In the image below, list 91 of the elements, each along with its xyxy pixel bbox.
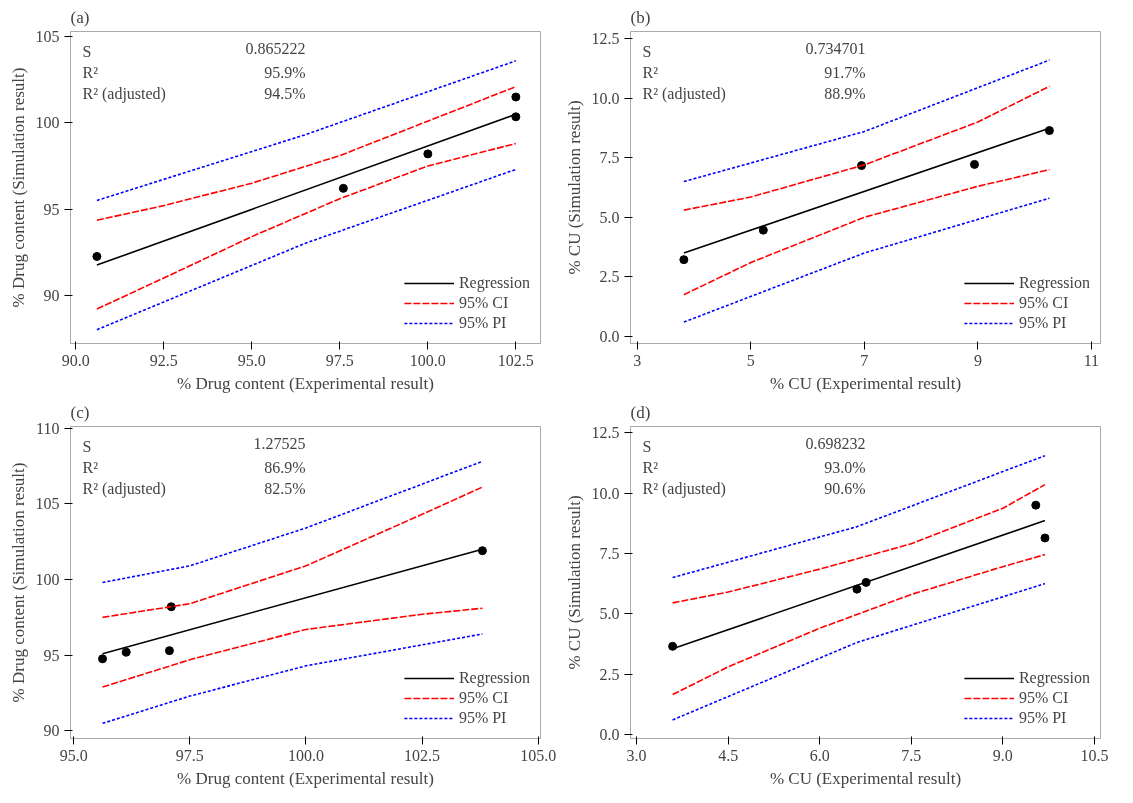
x-axis-title: % Drug content (Experimental result) — [177, 768, 434, 788]
legend-label: Regression — [1018, 669, 1090, 687]
x-tick-label: 100.0 — [287, 746, 324, 764]
annotation: R² (adjusted) — [82, 84, 166, 103]
y-tick-label: 7.5 — [599, 149, 620, 167]
annotation: 0.734701 — [805, 39, 866, 57]
y-tick-label: 90 — [43, 722, 60, 740]
x-axis-title: % CU (Experimental result) — [769, 768, 962, 788]
annotation: S — [642, 437, 652, 455]
x-tick-label: 7.5 — [901, 746, 922, 764]
legend-label: 95% CI — [458, 689, 509, 707]
legend-label: 95% CI — [458, 294, 509, 312]
x-tick-label: 95.0 — [237, 351, 266, 369]
annotation: 93.0% — [824, 458, 866, 476]
x-tick-label: 92.5 — [149, 351, 178, 369]
x-tick-label: 7 — [860, 351, 869, 369]
y-tick-label: 10.0 — [591, 484, 620, 502]
legend-label: Regression — [458, 274, 530, 292]
legend-label: 95% CI — [1018, 689, 1069, 707]
legend-label: Regression — [1018, 274, 1090, 292]
y-tick-label: 90 — [43, 286, 60, 304]
annotation: 88.9% — [824, 84, 866, 102]
legend-label: 95% PI — [458, 709, 507, 727]
legend-label: 95% CI — [1018, 294, 1069, 312]
chart-title: (d) — [630, 402, 651, 422]
annotation: 90.6% — [824, 479, 866, 497]
x-tick-label: 4.5 — [718, 746, 739, 764]
y-tick-label: 100 — [35, 570, 60, 588]
annotation: 1.27525 — [253, 434, 306, 452]
annotation: 82.5% — [264, 479, 306, 497]
annotation: S — [82, 437, 92, 455]
x-axis-title: % CU (Experimental result) — [769, 373, 962, 393]
x-tick-label: 97.5 — [325, 351, 354, 369]
x-tick-label: 5 — [746, 351, 755, 369]
chart-title: (b) — [630, 7, 651, 27]
x-tick-label: 102.5 — [497, 351, 534, 369]
annotation: 0.698232 — [805, 434, 866, 452]
y-tick-label: 0.0 — [599, 725, 620, 743]
y-tick-label: 5.0 — [599, 208, 620, 226]
annotation: S — [642, 42, 652, 60]
legend-label: 95% PI — [458, 314, 507, 332]
annotation: R² (adjusted) — [82, 479, 166, 498]
y-axis-title: % Drug content (Simulation result) — [8, 462, 28, 703]
x-tick-label: 11 — [1083, 351, 1100, 369]
y-tick-label: 12.5 — [591, 424, 620, 442]
annotation: 91.7% — [824, 63, 866, 81]
x-tick-label: 105.0 — [520, 746, 557, 764]
y-tick-label: 5.0 — [599, 605, 620, 623]
y-axis-title: % Drug content (Simulation result) — [8, 67, 28, 308]
y-tick-label: 12.5 — [591, 30, 620, 48]
legend-label: Regression — [458, 669, 530, 687]
annotation: 94.5% — [264, 84, 306, 102]
y-tick-label: 10.0 — [591, 89, 620, 107]
y-tick-label: 95 — [43, 200, 60, 218]
x-tick-label: 10.5 — [1080, 746, 1109, 764]
annotation: R² — [82, 63, 99, 81]
x-axis-title: % Drug content (Experimental result) — [177, 373, 434, 393]
annotation: R² — [642, 63, 659, 81]
chart-title: (a) — [70, 7, 90, 27]
x-tick-label: 102.5 — [404, 746, 441, 764]
y-tick-label: 95 — [43, 646, 60, 664]
chart-title: (c) — [70, 402, 90, 422]
annotation: R² (adjusted) — [642, 479, 726, 498]
x-tick-label: 3.0 — [626, 746, 647, 764]
y-tick-label: 105 — [35, 28, 60, 46]
x-tick-label: 9.0 — [992, 746, 1013, 764]
x-tick-label: 3 — [633, 351, 642, 369]
y-tick-label: 2.5 — [599, 268, 620, 286]
annotation: 86.9% — [264, 458, 306, 476]
x-tick-label: 90.0 — [61, 351, 90, 369]
annotation: 0.865222 — [245, 39, 306, 57]
y-axis-title: % CU (Simulation result) — [564, 495, 584, 670]
legend-label: 95% PI — [1018, 709, 1067, 727]
annotation: R² — [642, 458, 659, 476]
annotation: S — [82, 42, 92, 60]
y-tick-label: 105 — [35, 495, 60, 513]
y-tick-label: 0.0 — [599, 327, 620, 345]
legend-label: 95% PI — [1018, 314, 1067, 332]
x-tick-label: 100.0 — [409, 351, 446, 369]
annotation: 95.9% — [264, 63, 306, 81]
annotation: R² (adjusted) — [642, 84, 726, 103]
x-tick-label: 9 — [973, 351, 982, 369]
x-tick-label: 95.0 — [59, 746, 88, 764]
x-tick-label: 97.5 — [175, 746, 204, 764]
y-tick-label: 2.5 — [599, 665, 620, 683]
x-tick-label: 6.0 — [809, 746, 830, 764]
y-tick-label: 110 — [36, 419, 60, 437]
y-tick-label: 7.5 — [599, 544, 620, 562]
y-axis-title: % CU (Simulation result) — [564, 100, 584, 275]
annotation: R² — [82, 458, 99, 476]
y-tick-label: 100 — [35, 114, 60, 132]
